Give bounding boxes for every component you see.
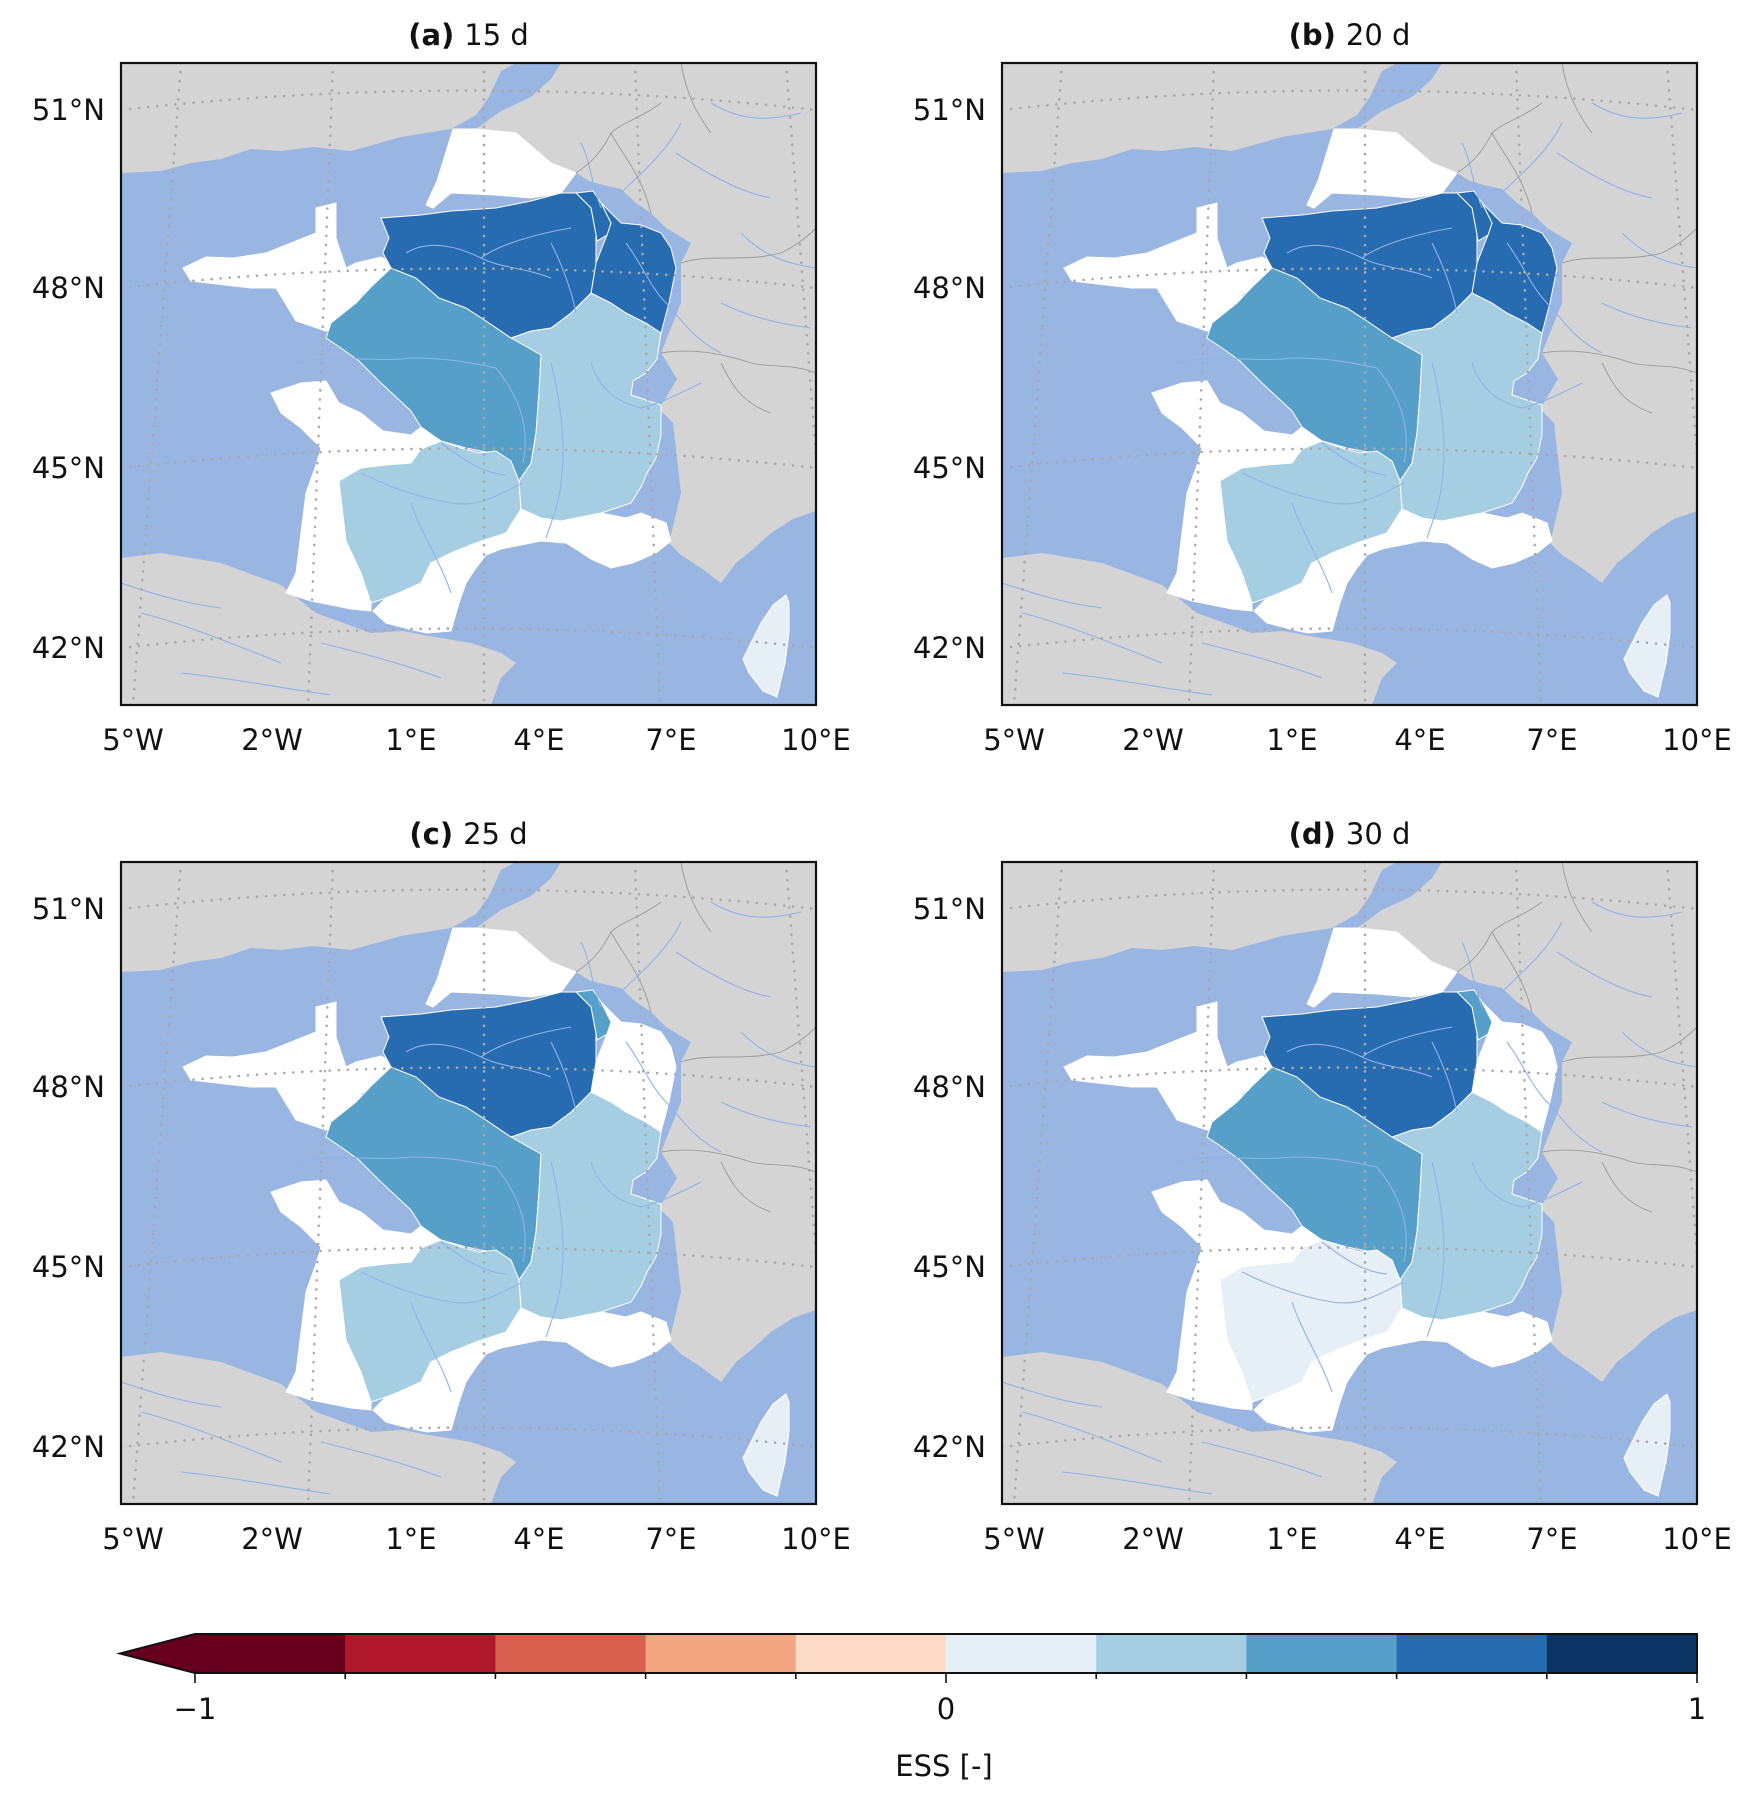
panel-letter: (d) <box>1289 817 1336 851</box>
map-frame <box>1000 61 1699 707</box>
panel-title: (c) 25 d <box>409 817 527 851</box>
lat-tick-label: 51°N <box>32 93 105 127</box>
colorbar: −1 0 1 ESS [-] <box>116 1633 1706 1783</box>
lon-tick-label: 2°W <box>1122 1522 1184 1556</box>
lat-tick-label: 48°N <box>32 271 105 305</box>
colorbar-segment <box>345 1634 496 1673</box>
panel-lead-time: 20 d <box>1346 18 1411 52</box>
lon-tick-label: 2°W <box>241 1522 303 1556</box>
colorbar-segment <box>1546 1634 1698 1673</box>
panel-lead-time: 30 d <box>1346 817 1411 851</box>
lon-tick-label: 10°E <box>1662 1522 1732 1556</box>
lon-tick-label: 10°E <box>1662 723 1732 757</box>
lon-tick-label: 4°E <box>1394 723 1445 757</box>
map-frame <box>119 860 818 1506</box>
lon-tick-label: 4°E <box>1394 1522 1445 1556</box>
panel-lead-time: 25 d <box>463 817 528 851</box>
panel-letter: (a) <box>408 18 454 52</box>
panel-title: (a) 15 d <box>408 18 529 52</box>
map <box>1000 61 1699 707</box>
lat-tick-label: 42°N <box>913 1430 986 1464</box>
lat-tick-label: 42°N <box>32 1430 105 1464</box>
lon-tick-label: 7°E <box>645 1522 696 1556</box>
colorbar-tick-label: 1 <box>1688 1692 1706 1726</box>
panel-letter: (b) <box>1289 18 1336 52</box>
lat-tick-label: 48°N <box>32 1070 105 1104</box>
lon-tick-label: 4°E <box>513 723 564 757</box>
lon-tick-label: 10°E <box>781 1522 851 1556</box>
colorbar-extend-min <box>120 1634 195 1673</box>
lon-tick-label: 1°E <box>1266 1522 1317 1556</box>
lon-tick-label: 1°E <box>385 723 436 757</box>
panel-d: (d) 30 d 5°W 2°W 1°E 4°E 7°E 10°E 51°N 48°N 45°N 42… <box>913 817 1732 1556</box>
lat-tick-label: 51°N <box>913 892 986 926</box>
lon-tick-label: 10°E <box>781 723 851 757</box>
lat-tick-label: 42°N <box>913 631 986 665</box>
lon-tick-label: 2°W <box>1122 723 1184 757</box>
lat-tick-label: 42°N <box>32 631 105 665</box>
lat-tick-label: 45°N <box>32 1250 105 1284</box>
lat-tick-label: 51°N <box>913 93 986 127</box>
colorbar-segment <box>1246 1634 1398 1673</box>
colorbar-segment <box>946 1634 1097 1673</box>
lon-tick-label: 2°W <box>241 723 303 757</box>
map-frame <box>1000 860 1699 1506</box>
lon-tick-label: 4°E <box>513 1522 564 1556</box>
colorbar-segment <box>1396 1634 1548 1673</box>
lat-tick-label: 51°N <box>32 892 105 926</box>
panel-c: (c) 25 d 5°W 2°W 1°E 4°E 7°E 10°E 51°N 48°N 45°N 42… <box>32 817 851 1556</box>
lat-tick-label: 48°N <box>913 1070 986 1104</box>
lon-tick-label: 7°E <box>1526 1522 1577 1556</box>
lon-tick-label: 1°E <box>1266 723 1317 757</box>
lon-tick-label: 5°W <box>102 1522 164 1556</box>
lon-tick-label: 5°W <box>102 723 164 757</box>
map-frame <box>119 61 818 707</box>
lat-tick-label: 48°N <box>913 271 986 305</box>
panel-b: (b) 20 d 5°W 2°W 1°E 4°E 7°E 10°E 51°N 48°N 45°N 42… <box>913 18 1732 757</box>
map <box>119 860 818 1506</box>
lat-tick-label: 45°N <box>913 1250 986 1284</box>
colorbar-tick-label: 0 <box>937 1692 955 1726</box>
panel-title: (d) 30 d <box>1289 817 1411 851</box>
colorbar-segment <box>1096 1634 1247 1673</box>
panel-lead-time: 15 d <box>464 18 529 52</box>
lon-tick-label: 5°W <box>983 723 1045 757</box>
colorbar-segment <box>795 1634 947 1673</box>
lon-tick-label: 7°E <box>645 723 696 757</box>
lon-tick-label: 5°W <box>983 1522 1045 1556</box>
lat-tick-label: 45°N <box>913 451 986 485</box>
lon-tick-label: 1°E <box>385 1522 436 1556</box>
panel-a: (a) 15 d 5°W 2°W 1°E 4°E 7°E 10°E 51°N 48°N 45°N 42… <box>32 18 851 757</box>
colorbar-segment <box>645 1634 797 1673</box>
lat-tick-label: 45°N <box>32 451 105 485</box>
colorbar-segment <box>495 1634 647 1673</box>
panel-title: (b) 20 d <box>1289 18 1411 52</box>
lon-tick-label: 7°E <box>1526 723 1577 757</box>
colorbar-tick-label: −1 <box>174 1692 217 1726</box>
map <box>1000 860 1699 1506</box>
colorbar-segment <box>195 1634 346 1673</box>
panel-letter: (c) <box>409 817 453 851</box>
map <box>119 61 818 707</box>
colorbar-label: ESS [-] <box>895 1749 992 1783</box>
